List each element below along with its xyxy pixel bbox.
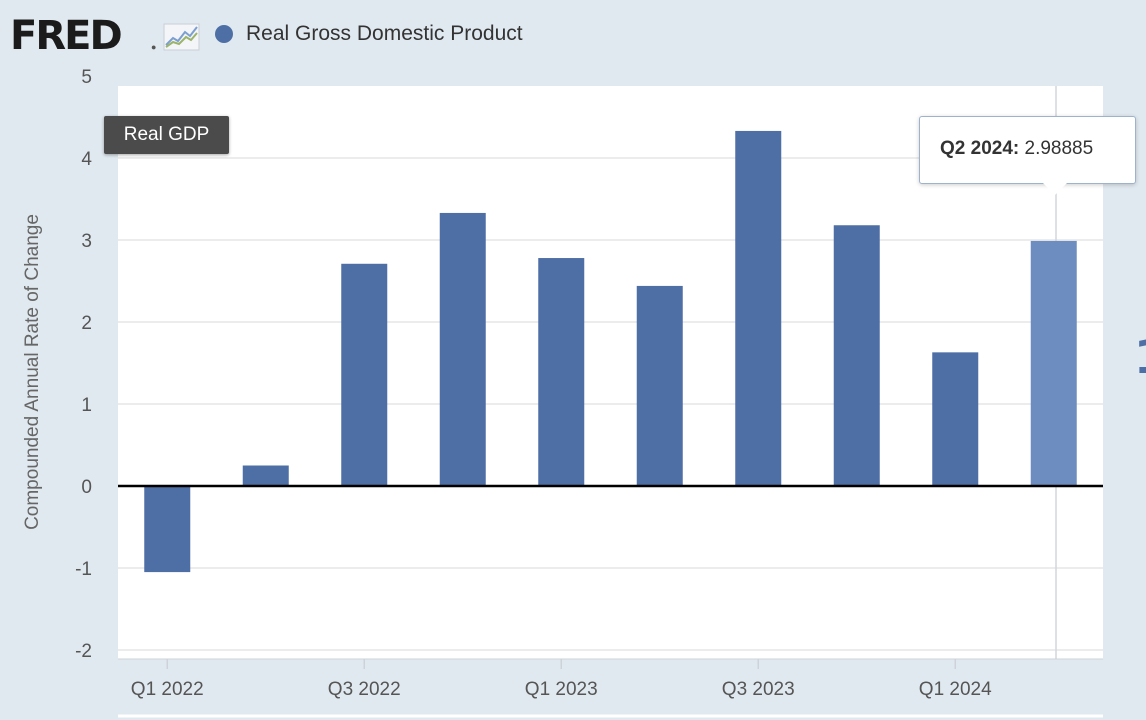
fred-logo[interactable]: FRED: [10, 13, 123, 59]
x-tick-label: Q1 2023: [525, 679, 598, 700]
y-tick-label: 2: [81, 313, 92, 334]
bar-q3-2022[interactable]: [341, 263, 388, 486]
y-tick-labels: 5 4 3 2 1 0 -1 -2: [75, 67, 92, 662]
bar-q1-2024[interactable]: [932, 352, 979, 486]
y-tick-label: 4: [81, 149, 92, 170]
tooltip-arrow: [1043, 183, 1067, 195]
fred-logo-dot: ●: [151, 42, 157, 52]
legend-label[interactable]: Real Gross Domestic Product: [246, 22, 523, 45]
y-tick-label: 0: [81, 477, 92, 498]
gridlines: [118, 157, 1103, 651]
bar-q2-2023[interactable]: [636, 285, 683, 486]
bars: [144, 130, 1077, 573]
y-tick-label: 1: [81, 395, 92, 416]
x-tick-label: Q3 2022: [328, 679, 401, 700]
y-axis-label: Compounded Annual Rate of Change: [22, 214, 43, 530]
x-tick-labels: Q1 2022 Q3 2022 Q1 2023 Q3 2023 Q1 2024: [131, 659, 992, 700]
bar-q4-2022[interactable]: [439, 212, 486, 486]
bar-q3-2023[interactable]: [735, 130, 782, 486]
y-tick-label: -1: [75, 559, 92, 580]
tooltip-value: 2.98885: [1024, 138, 1094, 159]
bar-q2-2022[interactable]: [242, 465, 289, 487]
cropped-edge-glyph: 1: [1134, 330, 1146, 384]
x-tick-label: Q1 2024: [919, 679, 992, 700]
x-tick-label: Q3 2023: [722, 679, 795, 700]
y-tick-label: 3: [81, 231, 92, 252]
trend-chart-icon: [163, 23, 200, 51]
bar-q1-2023[interactable]: [538, 258, 585, 486]
data-tooltip: Q2 2024: 2.98885: [919, 116, 1136, 184]
tooltip-date: Q2 2024:: [940, 138, 1020, 159]
chart-header: FRED ● Real Gross Domestic Product: [10, 12, 710, 59]
y-tick-label: 5: [81, 67, 92, 88]
bar-q2-2024[interactable]: [1030, 240, 1077, 486]
legend-marker[interactable]: [215, 25, 233, 43]
bar-q4-2023[interactable]: [833, 225, 880, 487]
x-tick-label: Q1 2022: [131, 679, 204, 700]
bar-q1-2022[interactable]: [144, 486, 191, 573]
series-name-badge: Real GDP: [104, 116, 229, 154]
y-tick-label: -2: [75, 641, 92, 662]
